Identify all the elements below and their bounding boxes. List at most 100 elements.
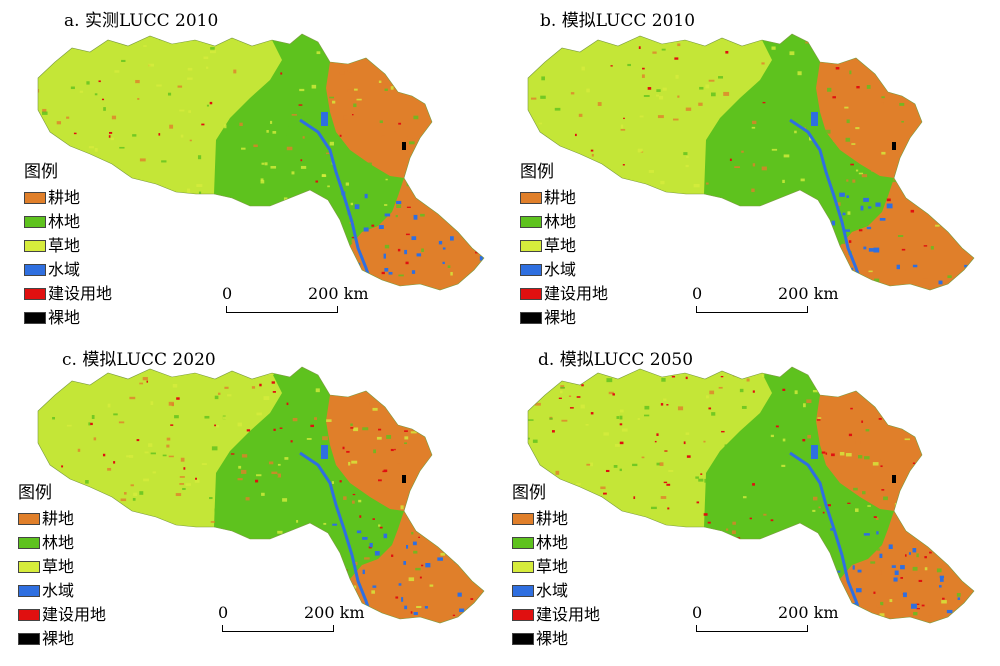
water-patch <box>404 249 408 255</box>
landcover-patch <box>899 102 905 106</box>
landcover-patch <box>115 596 119 599</box>
landcover-patch <box>341 144 345 148</box>
water-patch <box>879 284 884 289</box>
water-patch <box>879 217 886 221</box>
water-patch <box>962 228 967 233</box>
landcover-patch <box>629 562 634 565</box>
landcover-patch <box>254 278 258 282</box>
landcover-patch <box>423 150 429 154</box>
water-patch <box>868 248 875 252</box>
landcover-patch <box>206 281 212 285</box>
landcover-patch <box>881 151 886 155</box>
landcover-patch <box>764 108 769 113</box>
landcover-patch <box>829 373 832 377</box>
landcover-patch <box>130 484 134 487</box>
landcover-patch <box>827 87 832 92</box>
builtup-patch <box>663 481 668 484</box>
landcover-patch <box>370 600 376 603</box>
landcover-patch <box>977 504 981 506</box>
builtup-patch <box>259 231 262 234</box>
landcover-patch <box>350 202 354 206</box>
builtup-patch <box>929 551 932 554</box>
landcover-patch <box>286 370 290 374</box>
landcover-patch <box>761 62 765 65</box>
water-patch <box>844 229 850 232</box>
builtup-patch <box>456 212 460 215</box>
landcover-patch <box>114 70 120 73</box>
landcover-patch <box>648 169 655 173</box>
landcover-patch <box>166 437 171 441</box>
landcover-patch <box>149 522 156 525</box>
builtup-patch <box>272 391 276 393</box>
landcover-patch <box>41 124 46 127</box>
builtup-patch <box>405 261 409 265</box>
landcover-patch <box>578 113 583 117</box>
landcover-patch <box>915 515 919 518</box>
builtup-patch <box>913 157 916 159</box>
landcover-patch <box>272 131 277 134</box>
landcover-patch <box>932 61 936 65</box>
landcover-patch <box>639 226 645 231</box>
landcover-patch <box>771 210 777 215</box>
builtup-patch <box>720 375 724 378</box>
landcover-patch <box>885 609 890 611</box>
landcover-patch <box>881 96 885 99</box>
water-patch <box>961 606 967 612</box>
landcover-patch <box>792 528 796 533</box>
landcover-patch <box>759 464 766 469</box>
builtup-patch <box>448 104 452 106</box>
landcover-patch <box>210 49 216 54</box>
water-patch <box>364 193 368 199</box>
legend-label: 建设用地 <box>42 605 107 624</box>
landcover-patch <box>321 173 326 178</box>
landcover-patch <box>683 632 686 634</box>
landcover-patch <box>647 240 654 244</box>
landcover-patch <box>794 390 798 395</box>
landcover-patch <box>721 226 726 230</box>
landcover-patch <box>171 569 177 573</box>
landcover-patch <box>633 293 636 295</box>
landcover-patch <box>279 172 282 175</box>
builtup-patch <box>822 511 825 514</box>
landcover-patch <box>285 540 290 543</box>
landcover-patch <box>528 437 530 440</box>
landcover-patch <box>828 231 832 236</box>
landcover-patch <box>417 145 423 149</box>
landcover-patch <box>965 602 972 606</box>
landcover-patch <box>947 275 952 279</box>
landcover-patch <box>739 510 742 515</box>
landcover-patch <box>846 299 850 301</box>
builtup-patch <box>642 67 645 70</box>
landcover-patch <box>132 497 136 501</box>
water-patch <box>842 212 846 216</box>
landcover-patch <box>717 200 723 203</box>
builtup-patch <box>472 461 476 463</box>
landcover-patch <box>812 496 818 501</box>
landcover-patch <box>219 256 223 259</box>
landcover-patch <box>124 492 127 495</box>
landcover-patch <box>746 378 750 382</box>
landcover-patch <box>378 524 381 527</box>
landcover-patch <box>326 419 332 422</box>
legend-label: 耕地 <box>48 188 81 207</box>
water-patch <box>912 548 917 553</box>
swatch-cropland <box>24 192 46 204</box>
builtup-patch <box>873 516 877 518</box>
landcover-patch <box>803 403 806 408</box>
landcover-patch <box>922 174 928 178</box>
landcover-patch <box>699 364 705 367</box>
landcover-patch <box>681 238 687 242</box>
swatch-builtup <box>520 288 542 300</box>
landcover-patch <box>953 160 960 162</box>
landcover-patch <box>696 195 701 200</box>
landcover-patch <box>291 171 295 175</box>
landcover-patch <box>341 586 347 589</box>
landcover-patch <box>373 449 377 454</box>
legend-item-cropland: 耕地 <box>520 186 608 210</box>
landcover-patch <box>345 182 350 186</box>
legend-title: 图例 <box>24 162 58 182</box>
builtup-patch <box>351 114 354 116</box>
landcover-patch <box>412 138 417 141</box>
landcover-patch <box>549 39 556 42</box>
landcover-patch <box>233 69 237 74</box>
